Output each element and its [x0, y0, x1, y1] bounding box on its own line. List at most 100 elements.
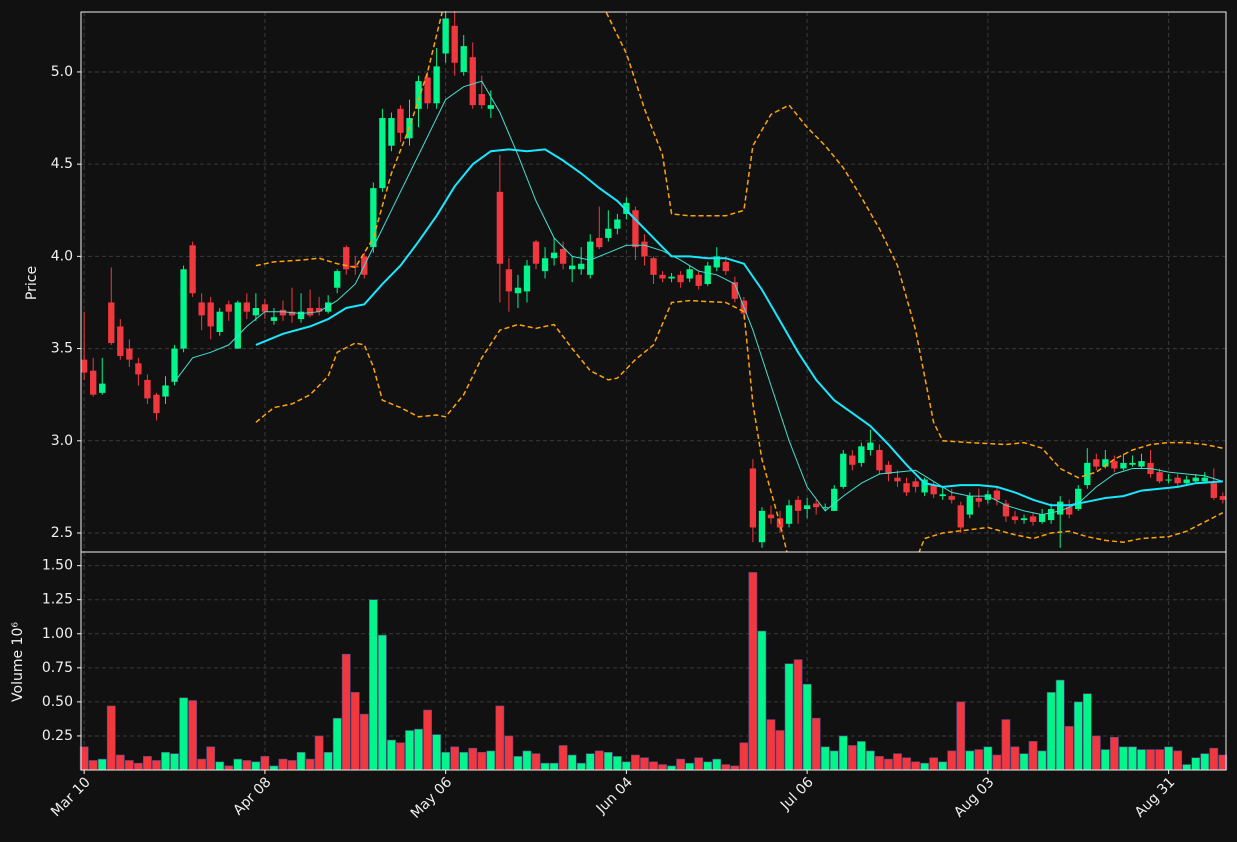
candle-body: [1174, 477, 1181, 484]
volume-bar: [856, 741, 866, 771]
candle-body: [379, 118, 386, 189]
y-tick-label: 1.00: [42, 626, 73, 642]
candle-body: [1066, 507, 1073, 515]
candle-body: [668, 276, 675, 279]
volume-bar: [378, 634, 387, 771]
volume-bar: [423, 709, 432, 771]
volume-bar: [902, 757, 911, 771]
candle-body: [1038, 514, 1046, 522]
volume-bar: [206, 746, 216, 771]
volume-bar: [143, 756, 152, 771]
candle-body: [785, 505, 793, 524]
candle-body: [1102, 459, 1109, 467]
candle-body: [957, 505, 964, 528]
volume-bar: [1146, 749, 1155, 771]
volume-bar: [215, 761, 225, 771]
volume-bar: [1055, 679, 1065, 771]
candle-body: [894, 477, 901, 482]
candle-body: [1219, 496, 1226, 500]
volume-bar: [486, 750, 496, 771]
candle-body: [225, 304, 232, 312]
candle-body: [903, 483, 910, 493]
volume-bar: [531, 753, 541, 771]
candle-body: [1093, 459, 1100, 467]
y-tick-label: 0.75: [42, 660, 73, 676]
volume-bar: [1173, 750, 1183, 771]
candle-body: [704, 265, 711, 285]
candle-body: [831, 488, 838, 511]
volume-bar: [956, 701, 966, 771]
y-tick-label: 2.5: [51, 525, 73, 541]
volume-bar: [793, 659, 803, 771]
volume-bar: [929, 757, 939, 771]
volume-bar: [965, 750, 975, 771]
volume-bar: [396, 742, 405, 771]
volume-bar: [893, 753, 902, 771]
y-tick-label: 0.50: [42, 694, 73, 710]
volume-bar: [459, 751, 469, 771]
volume-bar: [1037, 750, 1047, 771]
volume-bar: [603, 751, 613, 771]
volume-bar: [1155, 749, 1164, 771]
y-tick-label: 4.5: [51, 156, 73, 172]
candle-body: [713, 256, 720, 268]
volume-bar: [1100, 749, 1110, 771]
volume-bar: [748, 572, 758, 771]
candle-body: [370, 188, 377, 248]
volume-bar: [631, 754, 640, 771]
candle-body: [1002, 503, 1010, 517]
candle-body: [722, 261, 729, 272]
candle-body: [207, 302, 214, 327]
volume-bar: [1010, 746, 1020, 771]
volume-bar: [703, 761, 713, 771]
candle-body: [966, 496, 973, 515]
volume-bar: [612, 756, 622, 771]
volume-bar: [432, 734, 441, 771]
candle-body: [388, 118, 395, 146]
candle-body: [1201, 477, 1208, 482]
volume-bar: [847, 745, 857, 771]
candle-body: [686, 269, 693, 279]
overlay-line: [174, 80, 1223, 516]
volume-bar: [179, 697, 188, 771]
y-tick-label: 3.0: [51, 433, 73, 449]
candle-body: [424, 77, 431, 104]
volume-bar: [549, 762, 559, 771]
volume-bar: [1019, 753, 1029, 771]
volume-bar: [1119, 746, 1128, 771]
candle-body: [81, 359, 88, 373]
volume-bar: [305, 758, 315, 771]
volume-bar: [115, 754, 125, 771]
volume-bar: [323, 751, 333, 771]
volume-bar: [947, 750, 957, 771]
volume-bar: [197, 758, 207, 771]
volume-bar: [97, 758, 107, 771]
volume-bar: [1073, 701, 1083, 771]
volume-bar: [1164, 746, 1173, 771]
candle-body: [99, 383, 106, 393]
candle-body: [397, 108, 404, 133]
volume-bar: [766, 719, 776, 771]
volume-bar: [124, 760, 134, 771]
y-tick-label: 1.25: [42, 592, 73, 608]
candle-body: [117, 326, 124, 356]
candle-body: [767, 514, 775, 519]
volume-bar: [820, 746, 830, 771]
candle-body: [171, 348, 178, 382]
candle-body: [162, 385, 169, 397]
volume-bar: [567, 754, 577, 771]
candle-body: [451, 25, 458, 63]
volume-bar: [106, 705, 116, 771]
volume-bar: [594, 750, 604, 771]
volume-bar: [332, 717, 342, 771]
candle-body: [189, 245, 196, 294]
volume-bar: [450, 746, 460, 771]
grid-layer: [81, 12, 1226, 770]
candle-body: [1156, 472, 1163, 482]
candle-body: [343, 247, 350, 270]
candle-body: [496, 191, 504, 264]
volume-bar: [251, 761, 261, 771]
candle-body: [1029, 516, 1037, 522]
volume-bar: [504, 735, 514, 771]
